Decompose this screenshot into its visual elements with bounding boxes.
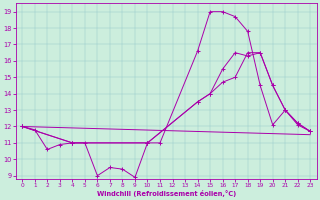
X-axis label: Windchill (Refroidissement éolien,°C): Windchill (Refroidissement éolien,°C) [97, 190, 236, 197]
